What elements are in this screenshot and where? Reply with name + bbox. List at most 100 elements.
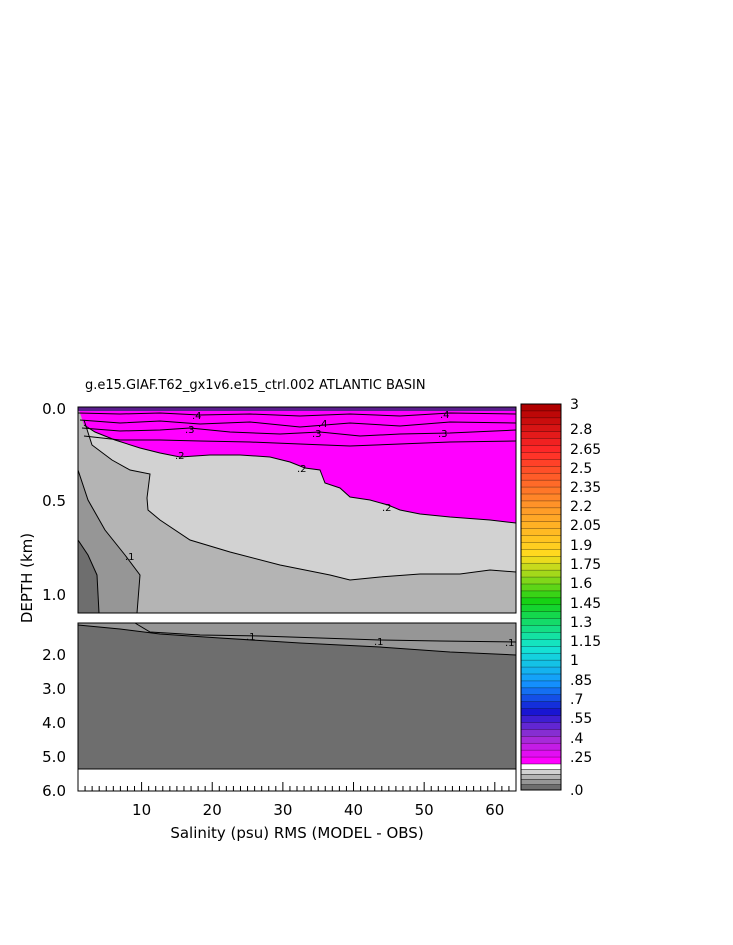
seafloor-mask: [78, 769, 516, 791]
colorbar-band: [521, 556, 561, 564]
x-tick-label: 20: [203, 801, 222, 819]
colorbar-gray-band: [520, 784, 562, 791]
contour-label-0.1b: .1: [246, 632, 256, 643]
colorbar-band: [521, 715, 561, 723]
colorbar-band: [521, 708, 561, 716]
colorbar-label: .85: [570, 673, 592, 689]
colorbar-band: [521, 507, 561, 516]
colorbar-band: [521, 452, 561, 460]
colorbar-band: [521, 473, 561, 481]
contour-label-0.3a: .3: [185, 425, 195, 436]
contour-line-0.4: [77, 412, 517, 417]
colorbar-band: [521, 424, 561, 432]
contour-line-0.1-lower: [77, 624, 517, 656]
colorbar-label: 2.8: [570, 422, 592, 438]
colorbar-band: [521, 632, 561, 640]
colorbar-band: [521, 549, 561, 557]
colorbar-band: [521, 542, 561, 550]
contour-label-0.1a: .1: [125, 552, 135, 563]
contour-label-0.3b: .3: [312, 429, 322, 440]
colorbar-label: 2.5: [570, 461, 592, 477]
colorbar-label: .25: [570, 750, 592, 766]
colorbar-band: [521, 487, 561, 495]
x-tick-label: 30: [273, 801, 292, 819]
colorbar-label: 2.05: [570, 518, 601, 534]
colorbar-band: [521, 743, 561, 751]
colorbar-band: [521, 646, 561, 654]
colorbar-band: [521, 701, 561, 709]
contour-line-0.3a: [79, 419, 517, 428]
x-tick-label: 40: [344, 801, 363, 819]
colorbar-band: [521, 577, 561, 585]
colorbar-label: 1.15: [570, 634, 601, 650]
contour-label-0.3c: .3: [438, 429, 448, 440]
colorbar-band: [521, 729, 561, 737]
colorbar-band: [521, 410, 561, 419]
colorbar-label: 1.6: [570, 576, 592, 592]
colorbar-label: .4: [570, 731, 583, 747]
colorbar-band: [521, 528, 561, 536]
contour-line-0.15: [83, 419, 517, 581]
colorbar-band: [521, 563, 561, 571]
upper-panel-frame: [77, 406, 517, 614]
contour-label-0.2c: .2: [382, 503, 392, 514]
contour-label-0.4b: .4: [318, 419, 328, 430]
region-0.25-0.40: [78, 407, 516, 523]
colorbar-band: [521, 757, 561, 765]
y-tick-label-6.0: 6.0: [42, 782, 66, 800]
y-tick-label-4.0: 4.0: [42, 714, 66, 732]
colorbar-band: [521, 480, 561, 488]
colorbar-band: [521, 584, 561, 592]
y-tick-label-0.0: 0.0: [42, 400, 66, 418]
colorbar-band: [521, 459, 561, 467]
region-top-band: [78, 407, 516, 411]
colorbar-frame: [520, 403, 562, 791]
colorbar-band: [521, 618, 561, 626]
colorbar-band: [521, 667, 561, 675]
colorbar-gray-band: [520, 774, 562, 780]
colorbar-band: [521, 694, 561, 702]
contour-label-0.4c: .4: [440, 410, 450, 421]
colorbar-label: 2.2: [570, 499, 592, 515]
colorbar-label: 1.75: [570, 557, 601, 573]
colorbar-band: [521, 750, 561, 758]
colorbar-band: [521, 597, 561, 606]
colorbar-band: [521, 736, 561, 744]
contour-label-0.1c: .1: [374, 637, 384, 648]
colorbar-band: [521, 494, 561, 502]
y-tick-label-5.0: 5.0: [42, 748, 66, 766]
colorbar: 3 2.8 2.65 2.5 2.35 2.2 2.05 1.9 1.75 1.6 1.45 1.3 1…: [520, 397, 601, 799]
contour-line-0.05-lower: [134, 622, 517, 643]
y-axis: 0.0 0.5 1.0 2.0 3.0 4.0 5.0 6.0: [42, 400, 66, 800]
contour-label-0.2b: .2: [297, 464, 307, 475]
colorbar-band: [521, 500, 561, 509]
colorbar-band: [521, 466, 561, 474]
chart-title: g.e15.GIAF.T62_gx1v6.e15_ctrl.002 ATLANT…: [85, 378, 426, 393]
lower-panel: [77, 622, 517, 792]
contour-line-0.2: [83, 424, 517, 524]
x-tick-label: 60: [485, 801, 504, 819]
contour-label-0.4a: .4: [192, 411, 202, 422]
colorbar-band: [521, 521, 561, 529]
colorbar-label: 1.3: [570, 615, 592, 631]
colorbar-band: [521, 514, 561, 522]
colorbar-label: 3: [570, 397, 579, 413]
colorbar-band: [521, 625, 561, 633]
region-0.10-0.15-lower: [78, 623, 516, 655]
colorbar-gray-band: [520, 779, 562, 785]
colorbar-band: [521, 404, 561, 412]
contour-line-0.25: [83, 435, 517, 447]
colorbar-band: [521, 535, 561, 543]
colorbar-label: 1.9: [570, 538, 592, 554]
colorbar-band: [521, 438, 561, 446]
y-tick-label-3.0: 3.0: [42, 680, 66, 698]
y-tick-label-1.0: 1.0: [42, 586, 66, 604]
x-tick-label: 10: [132, 801, 151, 819]
colorbar-band: [521, 611, 561, 619]
colorbar-band: [521, 431, 561, 439]
contour-line-0.1: [77, 469, 141, 614]
contour-label-0.2a: .2: [175, 451, 185, 462]
colorbar-label: .7: [570, 692, 583, 708]
contour-line-0.05: [77, 539, 100, 614]
